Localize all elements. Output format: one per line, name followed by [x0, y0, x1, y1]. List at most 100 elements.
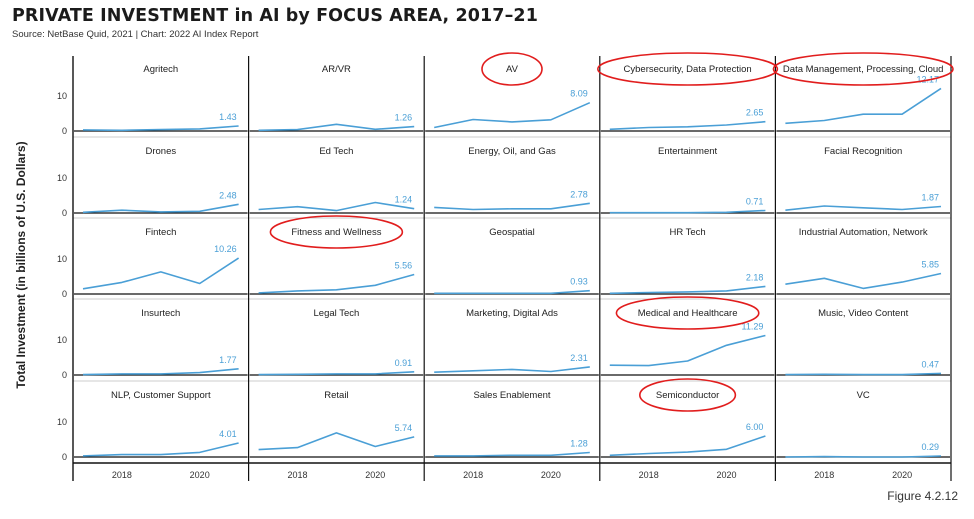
annotation-circle [269, 215, 404, 249]
series-line [609, 120, 766, 131]
series-line [785, 455, 942, 458]
panel-title: Agritech [143, 64, 178, 75]
x-tick-label: 2018 [639, 470, 659, 480]
annotation-circle [772, 52, 954, 86]
panel-title: Industrial Automation, Network [799, 227, 928, 238]
series-line [609, 334, 766, 367]
chart-title: PRIVATE INVESTMENT in AI by FOCUS AREA, … [12, 6, 538, 26]
series-line [785, 272, 942, 290]
y-tick-label: 10 [57, 91, 67, 101]
data-label: 0.71 [746, 197, 764, 207]
y-tick-label: 10 [57, 254, 67, 264]
panel-title: Music, Video Content [818, 308, 908, 319]
data-label: 0.93 [570, 277, 588, 287]
series-line [434, 366, 590, 373]
data-label: 4.01 [219, 429, 237, 439]
annotation-circle [638, 378, 737, 412]
figure-label: Figure 4.2.12 [887, 489, 958, 503]
panel-title: Ed Tech [319, 146, 353, 157]
data-label: 5.56 [395, 261, 413, 271]
panel-title: VC [857, 390, 870, 401]
series-line [434, 451, 590, 457]
series-line [258, 201, 415, 212]
data-label: 5.74 [395, 423, 413, 433]
series-line [82, 257, 240, 290]
x-tick-label: 2020 [365, 470, 385, 480]
series-line [434, 202, 590, 211]
panel-title: Semiconductor [656, 390, 719, 401]
x-tick-label: 2018 [814, 470, 834, 480]
data-label: 8.09 [570, 89, 588, 99]
series-line [609, 285, 766, 295]
panel-title: Data Management, Processing, Cloud [783, 64, 944, 75]
series-line [82, 368, 239, 376]
data-label: 11.29 [742, 321, 764, 331]
y-axis-label: Total Investment (in billions of U.S. Do… [14, 141, 28, 388]
data-label: 2.78 [570, 189, 588, 199]
panel-title: Retail [324, 390, 348, 401]
panel-title: Legal Tech [314, 308, 360, 319]
data-label: 2.18 [746, 272, 764, 282]
panel-title: Cybersecurity, Data Protection [624, 64, 752, 75]
panel-title: Fitness and Wellness [291, 227, 381, 238]
series-line [609, 209, 766, 214]
y-tick-label: 10 [57, 173, 67, 183]
panel-title: AV [506, 64, 519, 75]
series-line [82, 125, 239, 132]
panel-title: Entertainment [658, 146, 718, 157]
data-label: 0.91 [395, 358, 413, 368]
panel-title: Fintech [145, 227, 176, 238]
series-line [82, 203, 239, 214]
series-line [82, 442, 239, 457]
panel-title: Insurtech [141, 308, 180, 319]
series-line [258, 123, 415, 132]
series-line [785, 87, 942, 125]
chart-source: Source: NetBase Quid, 2021 | Chart: 2022… [12, 29, 259, 40]
panel-title: Medical and Healthcare [638, 308, 738, 319]
series-line [258, 371, 415, 376]
x-tick-label: 2020 [892, 470, 912, 480]
y-tick-label: 0 [62, 208, 67, 218]
y-tick-label: 0 [62, 452, 67, 462]
panel-title: Drones [145, 146, 176, 157]
series-line [258, 273, 415, 294]
data-label: 6.00 [746, 422, 764, 432]
panel-title: Geospatial [489, 227, 534, 238]
data-label: 2.48 [219, 190, 237, 200]
y-tick-label: 0 [62, 370, 67, 380]
data-label: 0.47 [921, 359, 939, 369]
series-line [609, 435, 766, 457]
x-tick-label: 2018 [112, 470, 132, 480]
annotation-circle [615, 296, 760, 330]
data-label: 2.65 [746, 108, 764, 118]
series-line [785, 205, 942, 211]
series-line [434, 289, 590, 295]
data-label: 1.77 [219, 355, 237, 365]
data-label: 1.26 [395, 113, 413, 123]
x-tick-label: 2020 [541, 470, 561, 480]
data-label: 5.85 [921, 260, 939, 270]
y-tick-label: 10 [57, 417, 67, 427]
x-tick-label: 2018 [287, 470, 307, 480]
panel-title: Energy, Oil, and Gas [468, 146, 556, 157]
data-label: 1.87 [921, 192, 939, 202]
series-line [785, 372, 942, 376]
x-tick-label: 2020 [716, 470, 736, 480]
series-line [434, 101, 591, 129]
x-tick-label: 2018 [463, 470, 483, 480]
panel-title: Marketing, Digital Ads [466, 308, 558, 319]
y-tick-label: 0 [62, 126, 67, 136]
panel-title: AR/VR [322, 64, 351, 75]
data-label: 1.43 [219, 112, 237, 122]
annotation-circle [596, 52, 779, 86]
annotation-circle [481, 52, 543, 86]
data-label: 1.24 [395, 195, 413, 205]
series-line [258, 432, 415, 451]
y-tick-label: 10 [57, 335, 67, 345]
data-label: 10.26 [214, 244, 237, 254]
panel-title: Facial Recognition [824, 146, 902, 157]
panel-title: Sales Enablement [473, 390, 550, 401]
data-label: 1.28 [570, 439, 588, 449]
data-label: 0.29 [921, 442, 939, 452]
